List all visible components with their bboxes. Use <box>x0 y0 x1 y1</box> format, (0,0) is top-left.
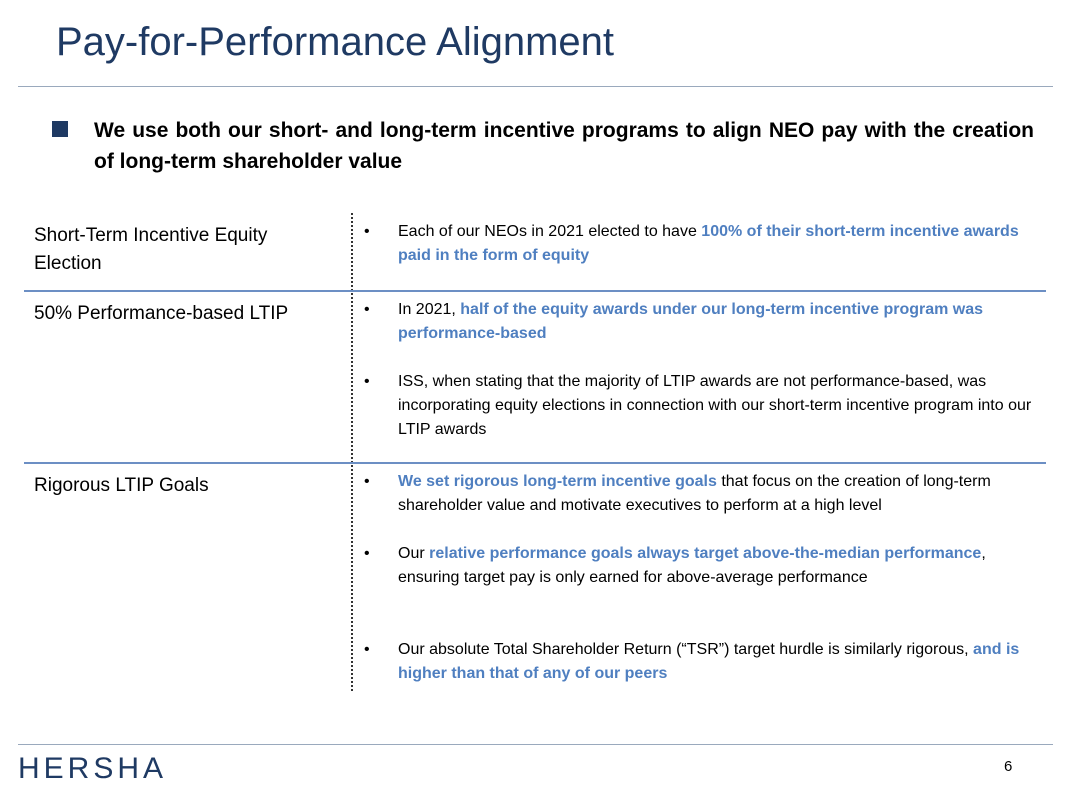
footer-rule <box>18 744 1053 745</box>
text-run: , ensuring target pay is only earned for… <box>398 545 986 586</box>
text-run: that focus on the creation of long-term … <box>398 473 991 514</box>
highlight-text: 100% of their short-term incentive award… <box>398 223 1019 264</box>
bullet-item: Each of our NEOs in 2021 elected to have… <box>364 220 1034 268</box>
highlight-text: half of the equity awards under our long… <box>398 301 984 342</box>
highlight-text: relative performance goals always target… <box>429 545 982 562</box>
text-run: Our <box>398 545 430 562</box>
highlight-text: and is higher than that of any of our pe… <box>398 641 1020 682</box>
square-bullet <box>52 121 68 137</box>
row-separator <box>24 290 1046 292</box>
row-label: 50% Performance-based LTIP <box>34 303 289 324</box>
highlight-text: We set rigorous long-term incentive goal… <box>398 473 717 490</box>
text-run: Each of our NEOs in 2021 elected to have <box>398 223 702 240</box>
text-run: Our absolute Total Shareholder Return (“… <box>398 641 974 658</box>
text-run: In 2021, <box>398 301 461 318</box>
page-number: 6 <box>1004 758 1013 775</box>
column-divider <box>351 213 353 691</box>
logo: HERSHA <box>18 752 168 785</box>
text-run: ISS, when stating that the majority of L… <box>398 373 1032 438</box>
row-label: Short-Term Incentive Equity Election <box>34 225 268 274</box>
bullet-item: Our relative performance goals always ta… <box>364 542 1034 590</box>
slide-title: Pay-for-Performance Alignment <box>56 20 615 64</box>
summary: We use both our short- and long-term inc… <box>94 119 1034 173</box>
bullet-item: Our absolute Total Shareholder Return (“… <box>364 638 1034 686</box>
row-label: Rigorous LTIP Goals <box>34 475 209 496</box>
title-rule <box>18 86 1053 87</box>
row-separator <box>24 462 1046 464</box>
bullet-item: We set rigorous long-term incentive goal… <box>364 470 1034 518</box>
bullet-item: ISS, when stating that the majority of L… <box>364 370 1034 442</box>
bullet-item: In 2021, half of the equity awards under… <box>364 298 1034 346</box>
